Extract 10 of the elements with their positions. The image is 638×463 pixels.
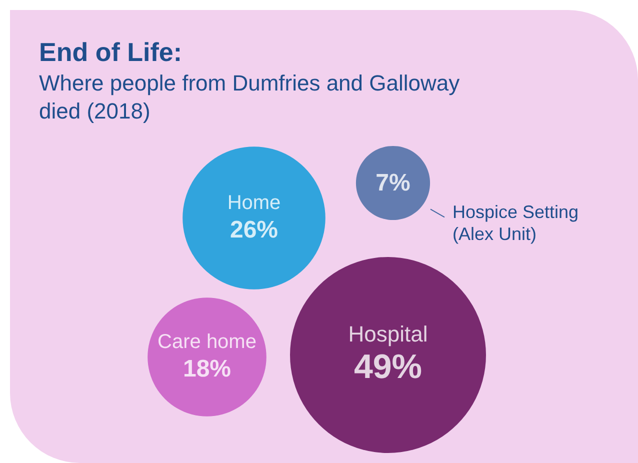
data-label: 18% (182, 356, 232, 382)
category-label: Home (227, 192, 281, 214)
text: End of Life: (39, 37, 182, 67)
data-label: 26% (230, 216, 278, 244)
data-label: 7% (376, 170, 410, 196)
category-label: Hospice Setting (Alex Unit) (452, 202, 579, 244)
category-label: Hospital (348, 322, 428, 346)
category-label: Care home (158, 331, 256, 353)
text: Where people from Dumfries and Galloway died (2018) (39, 70, 460, 124)
data-label: 49% (354, 348, 422, 386)
